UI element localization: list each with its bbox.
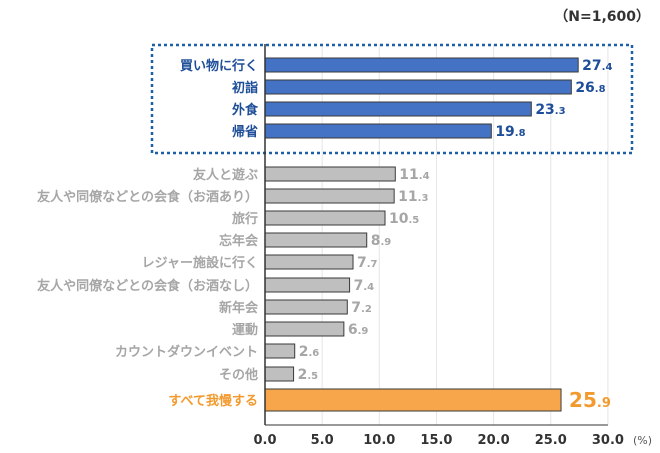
data-label: 10.5 [389,211,419,227]
category-label: 友人と遊ぶ [193,167,258,183]
x-tick-label: 15.0 [420,433,452,448]
bar [264,321,345,337]
data-label: 7.4 [354,278,375,294]
bar [264,101,532,117]
bar [264,366,295,382]
category-label: 友人や同僚などとの会食（お酒なし） [37,278,258,294]
category-label: すべて我慢する [168,393,258,409]
x-tick-label: 5.0 [311,433,334,448]
category-label: 旅行 [232,211,258,227]
category-label: 初詣 [232,80,258,96]
bar [264,57,579,73]
x-tick-label: 20.0 [478,433,510,448]
bar [264,232,368,248]
data-label: 27.4 [582,58,612,74]
bar [264,210,386,226]
category-label: 忘年会 [219,233,259,249]
bar [264,79,572,95]
bar [264,123,492,139]
bar [264,166,396,182]
category-label: 運動 [232,322,258,338]
category-label: 買い物に行く [180,58,258,74]
data-label: 2.6 [299,344,320,360]
data-label: 25.9 [569,388,611,412]
data-label: 8.9 [371,233,392,249]
category-label: 帰省 [232,124,258,140]
bar [264,388,562,412]
bar [264,299,348,315]
bar [264,277,351,293]
bar [264,188,395,204]
x-unit-label: (%) [633,434,652,447]
data-label: 19.8 [495,124,525,140]
x-tick-label: 25.0 [535,433,567,448]
category-label: 友人や同僚などとの会食（お酒あり） [37,189,258,205]
data-label: 6.9 [348,322,369,338]
data-label: 2.5 [298,367,319,383]
bar [264,343,296,359]
category-label: カウントダウンイベント [115,344,258,360]
highlight-box [150,43,634,155]
bar [264,254,354,270]
x-tick-label: 10.0 [363,433,395,448]
data-label: 11.3 [398,189,428,205]
category-label: レジャー施設に行く [142,255,258,271]
sample-size-note: （N=1,600） [554,9,650,25]
category-label: 外食 [231,102,259,118]
data-label: 7.7 [357,255,378,271]
data-label: 11.4 [399,167,429,183]
category-label: 新年会 [219,300,259,316]
data-label: 23.3 [535,102,565,118]
x-tick-label: 30.0 [592,433,624,448]
x-tick-label: 0.0 [253,433,276,448]
data-label: 26.8 [575,80,605,96]
category-label: その他 [219,367,258,383]
data-label: 7.2 [351,300,372,316]
